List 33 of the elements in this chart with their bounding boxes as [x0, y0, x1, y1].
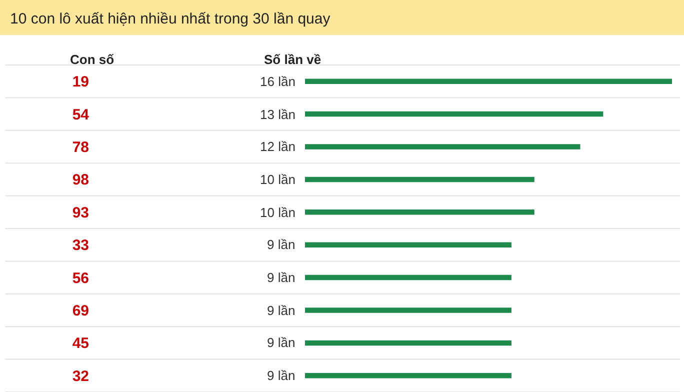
y-tick-label: 78: [72, 139, 89, 156]
y-tick-label: 56: [72, 270, 89, 287]
data-label: 9 lần: [267, 237, 296, 252]
data-label: 10 lần: [260, 172, 296, 187]
data-label: 9 lần: [267, 270, 296, 285]
y-tick-label: 69: [72, 302, 89, 320]
bar: [305, 274, 512, 280]
data-label: 16 lần: [260, 74, 296, 89]
data-label: 10 lần: [260, 205, 296, 220]
data-label: 9 lần: [267, 335, 296, 350]
bar: [305, 144, 580, 150]
y-tick-label: 19: [72, 74, 89, 91]
y-tick-label: 33: [72, 237, 89, 254]
bar: [305, 308, 512, 313]
bar: [305, 111, 604, 117]
text: 10 con lô xuất hiện nhiều nhất trong 30 lần quay: [10, 10, 331, 28]
bar: [305, 78, 672, 84]
data-label: 13 lần: [260, 107, 296, 122]
data-label: 12 lần: [260, 139, 296, 154]
y-tick-label: 54: [72, 106, 90, 124]
y-tick-label: 32: [72, 368, 89, 385]
bar: [305, 373, 512, 378]
y-tick-label: 93: [72, 204, 89, 222]
bar: [305, 210, 534, 215]
bar: [305, 242, 512, 248]
data-label: 9 lần: [267, 303, 296, 318]
bar: [305, 340, 512, 346]
y-tick-label: 98: [72, 172, 89, 189]
bar: [305, 176, 534, 182]
data-label: 9 lần: [267, 368, 296, 383]
y-tick-label: 45: [72, 335, 89, 352]
text: Con số: [70, 52, 114, 67]
annotation: Số lần về: [264, 52, 322, 67]
